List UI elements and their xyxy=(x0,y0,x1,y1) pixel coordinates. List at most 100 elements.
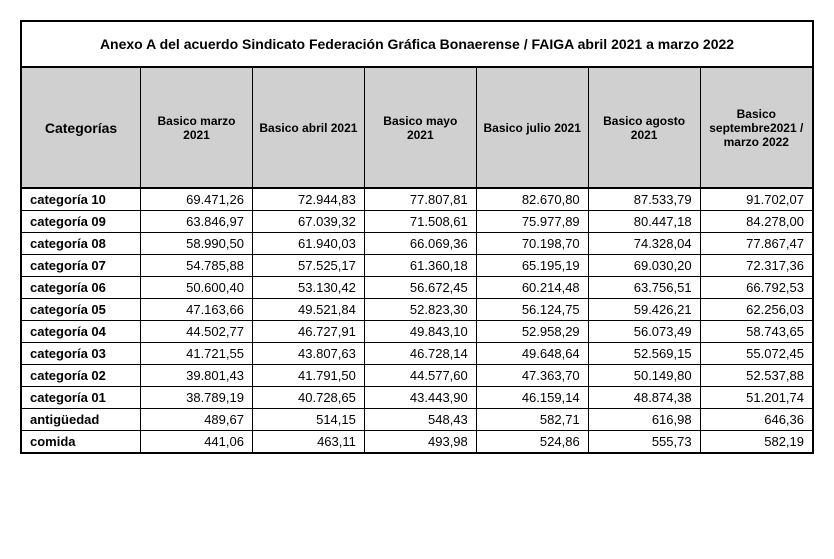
cell: 75.977,89 xyxy=(476,211,588,233)
cell: 47.363,70 xyxy=(476,365,588,387)
col-header-marzo-2021: Basico marzo 2021 xyxy=(141,68,253,188)
cell: 582,19 xyxy=(700,431,812,453)
table-title: Anexo A del acuerdo Sindicato Federación… xyxy=(22,22,812,68)
cell: 582,71 xyxy=(476,409,588,431)
cell: 49.521,84 xyxy=(252,299,364,321)
cell: 646,36 xyxy=(700,409,812,431)
row-label: categoría 03 xyxy=(22,343,141,365)
cell: 69.030,20 xyxy=(588,255,700,277)
cell: 548,43 xyxy=(364,409,476,431)
cell: 524,86 xyxy=(476,431,588,453)
cell: 63.846,97 xyxy=(141,211,253,233)
cell: 62.256,03 xyxy=(700,299,812,321)
row-label: categoría 08 xyxy=(22,233,141,255)
cell: 66.069,36 xyxy=(364,233,476,255)
cell: 38.789,19 xyxy=(141,387,253,409)
table-row: comida 441,06 463,11 493,98 524,86 555,7… xyxy=(22,431,812,453)
table-row: categoría 09 63.846,97 67.039,32 71.508,… xyxy=(22,211,812,233)
cell: 67.039,32 xyxy=(252,211,364,233)
cell: 53.130,42 xyxy=(252,277,364,299)
cell: 72.944,83 xyxy=(252,188,364,211)
table-row: categoría 07 54.785,88 57.525,17 61.360,… xyxy=(22,255,812,277)
cell: 63.756,51 xyxy=(588,277,700,299)
cell: 46.727,91 xyxy=(252,321,364,343)
table-row: categoría 06 50.600,40 53.130,42 56.672,… xyxy=(22,277,812,299)
cell: 489,67 xyxy=(141,409,253,431)
row-label: antigüedad xyxy=(22,409,141,431)
cell: 52.569,15 xyxy=(588,343,700,365)
cell: 48.874,38 xyxy=(588,387,700,409)
col-header-abril-2021: Basico abril 2021 xyxy=(252,68,364,188)
cell: 56.672,45 xyxy=(364,277,476,299)
cell: 54.785,88 xyxy=(141,255,253,277)
cell: 77.807,81 xyxy=(364,188,476,211)
cell: 65.195,19 xyxy=(476,255,588,277)
row-label: categoría 06 xyxy=(22,277,141,299)
row-label: categoría 01 xyxy=(22,387,141,409)
table-row: categoría 04 44.502,77 46.727,91 49.843,… xyxy=(22,321,812,343)
cell: 616,98 xyxy=(588,409,700,431)
cell: 58.743,65 xyxy=(700,321,812,343)
cell: 463,11 xyxy=(252,431,364,453)
cell: 52.823,30 xyxy=(364,299,476,321)
row-label: categoría 09 xyxy=(22,211,141,233)
cell: 59.426,21 xyxy=(588,299,700,321)
col-header-categorias: Categorías xyxy=(22,68,141,188)
cell: 91.702,07 xyxy=(700,188,812,211)
cell: 82.670,80 xyxy=(476,188,588,211)
col-header-mayo-2021: Basico mayo 2021 xyxy=(364,68,476,188)
col-header-sept-2021-mar-2022: Basico septembre2021 / marzo 2022 xyxy=(700,68,812,188)
cell: 77.867,47 xyxy=(700,233,812,255)
row-label: categoría 04 xyxy=(22,321,141,343)
cell: 74.328,04 xyxy=(588,233,700,255)
row-label: categoría 07 xyxy=(22,255,141,277)
cell: 51.201,74 xyxy=(700,387,812,409)
cell: 71.508,61 xyxy=(364,211,476,233)
col-header-agosto-2021: Basico agosto 2021 xyxy=(588,68,700,188)
cell: 47.163,66 xyxy=(141,299,253,321)
row-label: comida xyxy=(22,431,141,453)
cell: 43.443,90 xyxy=(364,387,476,409)
cell: 57.525,17 xyxy=(252,255,364,277)
cell: 72.317,36 xyxy=(700,255,812,277)
cell: 40.728,65 xyxy=(252,387,364,409)
table-row: antigüedad 489,67 514,15 548,43 582,71 6… xyxy=(22,409,812,431)
cell: 61.360,18 xyxy=(364,255,476,277)
cell: 60.214,48 xyxy=(476,277,588,299)
cell: 52.537,88 xyxy=(700,365,812,387)
table-row: categoría 08 58.990,50 61.940,03 66.069,… xyxy=(22,233,812,255)
cell: 55.072,45 xyxy=(700,343,812,365)
col-header-julio-2021: Basico julio 2021 xyxy=(476,68,588,188)
cell: 50.600,40 xyxy=(141,277,253,299)
table-row: categoría 05 47.163,66 49.521,84 52.823,… xyxy=(22,299,812,321)
cell: 58.990,50 xyxy=(141,233,253,255)
table-row: categoría 10 69.471,26 72.944,83 77.807,… xyxy=(22,188,812,211)
row-label: categoría 02 xyxy=(22,365,141,387)
cell: 44.577,60 xyxy=(364,365,476,387)
row-label: categoría 05 xyxy=(22,299,141,321)
cell: 56.073,49 xyxy=(588,321,700,343)
cell: 555,73 xyxy=(588,431,700,453)
cell: 49.843,10 xyxy=(364,321,476,343)
cell: 41.791,50 xyxy=(252,365,364,387)
cell: 441,06 xyxy=(141,431,253,453)
row-label: categoría 10 xyxy=(22,188,141,211)
cell: 56.124,75 xyxy=(476,299,588,321)
cell: 61.940,03 xyxy=(252,233,364,255)
cell: 41.721,55 xyxy=(141,343,253,365)
header-row: Categorías Basico marzo 2021 Basico abri… xyxy=(22,68,812,188)
cell: 50.149,80 xyxy=(588,365,700,387)
cell: 46.159,14 xyxy=(476,387,588,409)
cell: 44.502,77 xyxy=(141,321,253,343)
cell: 493,98 xyxy=(364,431,476,453)
table-row: categoría 03 41.721,55 43.807,63 46.728,… xyxy=(22,343,812,365)
cell: 70.198,70 xyxy=(476,233,588,255)
cell: 46.728,14 xyxy=(364,343,476,365)
cell: 80.447,18 xyxy=(588,211,700,233)
salary-table: Categorías Basico marzo 2021 Basico abri… xyxy=(22,68,812,452)
cell: 514,15 xyxy=(252,409,364,431)
table-body: categoría 10 69.471,26 72.944,83 77.807,… xyxy=(22,188,812,452)
cell: 39.801,43 xyxy=(141,365,253,387)
salary-table-container: Anexo A del acuerdo Sindicato Federación… xyxy=(20,20,814,454)
cell: 49.648,64 xyxy=(476,343,588,365)
